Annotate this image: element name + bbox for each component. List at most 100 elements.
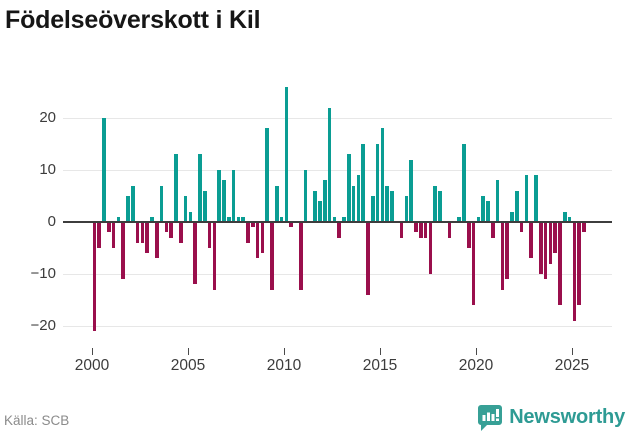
bar-2008-Q4 — [260, 222, 265, 254]
page-title: Födelseöverskott i Kil — [5, 6, 261, 34]
gridline-y--20 — [63, 326, 612, 327]
bar-2003-Q2 — [155, 222, 159, 259]
bar-2023-Q4 — [548, 222, 553, 264]
bar-2022-Q1 — [515, 190, 519, 222]
bar-2024-Q2 — [558, 222, 562, 306]
bar-2009-Q4 — [279, 216, 284, 222]
bar-2014-Q4 — [375, 144, 380, 222]
bar-2016-Q4 — [414, 222, 418, 233]
bar-2003-Q4 — [164, 222, 169, 233]
bar-2017-Q4 — [433, 185, 437, 222]
bar-2024-Q4 — [567, 216, 572, 222]
bar-2002-Q4 — [145, 222, 149, 254]
bar-2025-Q1 — [572, 222, 577, 321]
bar-2015-Q3 — [390, 190, 394, 222]
bar-2006-Q2 — [212, 222, 217, 290]
bar-2025-Q3 — [582, 222, 586, 233]
bar-2012-Q3 — [332, 216, 337, 222]
bar-2015-Q2 — [385, 185, 389, 222]
bar-2003-Q3 — [159, 185, 164, 222]
bar-2023-Q2 — [539, 222, 543, 274]
bar-2002-Q2 — [135, 222, 140, 243]
bar-2009-Q3 — [275, 185, 279, 222]
bar-2006-Q4 — [222, 180, 226, 222]
bar-2003-Q1 — [150, 216, 154, 222]
bar-2000-Q2 — [97, 222, 101, 248]
bar-2007-Q4 — [241, 216, 245, 222]
bar-2000-Q3 — [102, 118, 106, 222]
x-axis-tick-mark-2005 — [187, 348, 189, 355]
bar-2004-Q3 — [179, 222, 183, 243]
gridline-y-20 — [63, 118, 612, 119]
bar-2020-Q1 — [476, 216, 481, 222]
bar-2012-Q2 — [327, 107, 332, 222]
x-axis-tick-label: 2000 — [74, 357, 110, 374]
gridline-y-10 — [63, 170, 612, 171]
y-axis-tick-label: −10 — [30, 265, 56, 282]
bar-2004-Q4 — [183, 196, 188, 222]
bar-2001-Q1 — [111, 222, 116, 248]
bar-2017-Q2 — [423, 222, 428, 238]
bar-2014-Q2 — [366, 222, 370, 295]
bar-2004-Q2 — [174, 154, 178, 222]
bar-2021-Q1 — [495, 180, 500, 222]
bar-2010-Q4 — [299, 222, 303, 290]
source-label: Källa: SCB — [4, 413, 70, 428]
bar-2021-Q3 — [505, 222, 509, 280]
bar-2023-Q1 — [534, 175, 538, 222]
bar-2005-Q4 — [203, 190, 207, 222]
bar-2007-Q3 — [236, 216, 241, 222]
bar-2008-Q2 — [251, 222, 255, 228]
bar-2018-Q1 — [438, 190, 442, 222]
x-axis-tick-mark-2025 — [571, 348, 573, 355]
bar-2020-Q3 — [486, 201, 490, 222]
bar-2019-Q3 — [467, 222, 471, 248]
bar-2016-Q1 — [399, 222, 404, 238]
bar-2009-Q1 — [265, 128, 269, 222]
bar-2017-Q1 — [419, 222, 423, 238]
bar-2005-Q1 — [188, 211, 193, 222]
bar-2000-Q4 — [107, 222, 111, 233]
bar-2024-Q1 — [553, 222, 557, 254]
bar-2016-Q3 — [409, 159, 413, 222]
bar-2019-Q4 — [471, 222, 476, 306]
x-axis-tick-label: 2005 — [170, 357, 206, 374]
bar-2006-Q3 — [217, 170, 221, 222]
bar-2020-Q2 — [481, 196, 485, 222]
bar-2024-Q3 — [563, 211, 567, 222]
bar-2014-Q1 — [361, 144, 365, 222]
x-axis-tick-mark-2020 — [475, 348, 477, 355]
bar-2013-Q2 — [347, 154, 351, 222]
y-axis-tick-label: 10 — [39, 161, 56, 178]
x-axis-tick-label: 2015 — [362, 357, 398, 374]
bar-2011-Q4 — [318, 201, 322, 222]
x-axis-tick-label: 2020 — [458, 357, 494, 374]
bar-2010-Q1 — [284, 86, 289, 222]
bar-2000-Q1 — [92, 222, 97, 332]
bar-2005-Q2 — [193, 222, 197, 285]
bar-2011-Q1 — [303, 170, 308, 222]
bar-2001-Q4 — [126, 196, 130, 222]
bar-2023-Q3 — [543, 222, 548, 280]
x-axis-tick-mark-2000 — [91, 348, 93, 355]
bar-2020-Q4 — [491, 222, 495, 238]
bar-2004-Q1 — [169, 222, 173, 238]
y-axis-tick-label: −20 — [30, 317, 56, 334]
bar-2007-Q1 — [227, 216, 231, 222]
newsworthy-logo-icon — [477, 404, 503, 431]
bar-2012-Q4 — [337, 222, 341, 238]
bar-2017-Q3 — [428, 222, 433, 274]
bar-2015-Q1 — [380, 128, 385, 222]
bar-2010-Q2 — [289, 222, 293, 228]
bar-2022-Q4 — [529, 222, 533, 259]
bar-2013-Q1 — [342, 216, 346, 222]
bar-2007-Q2 — [231, 170, 236, 222]
x-axis-tick-mark-2015 — [379, 348, 381, 355]
bar-2002-Q3 — [140, 222, 145, 243]
bar-2005-Q3 — [198, 154, 202, 222]
bar-2022-Q3 — [524, 175, 529, 222]
bar-2006-Q1 — [207, 222, 212, 248]
x-axis-zero-line — [63, 221, 612, 223]
bar-2021-Q4 — [510, 211, 514, 222]
